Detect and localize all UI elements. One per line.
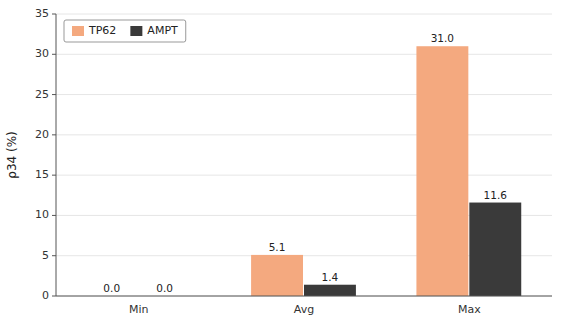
tick-label: 0 [42,289,49,302]
grid-line [56,54,552,55]
data-labels: 0.0 5.1 31.0 0.0 1.4 11.6 [103,32,507,294]
tick-label: Min [129,303,149,316]
tick-label: Max [458,303,481,316]
tick-mark [52,296,56,297]
bar [416,46,468,296]
legend-label: AMPT [147,24,178,37]
data-label: 0.0 [103,282,120,294]
chart-container: 0 5 10 15 20 25 30 35 0.0 5.1 31.0 0.0 1.4 11.6 Min Avg… [0,0,564,326]
legend-label: TP62 [88,24,116,37]
data-label: 11.6 [484,189,508,201]
data-label: 31.0 [431,32,454,44]
legend-swatch [130,26,142,36]
data-label: 0.0 [156,282,173,294]
axis-label: ρ34 (%) [5,131,19,178]
grid-line [56,175,552,176]
bar [304,285,356,296]
tick-mark [52,255,56,256]
x-axis: Min Avg Max [129,303,481,316]
y-axis: 0 5 10 15 20 25 30 35 [35,7,552,302]
tick-label: 10 [35,208,49,221]
tick-mark [52,134,56,135]
bars [251,46,521,296]
bar [251,255,303,296]
tick-mark [52,94,56,95]
grid-line [56,296,552,297]
chart: 0 5 10 15 20 25 30 35 0.0 5.1 31.0 0.0 1.4 11.6 Min Avg… [0,0,564,326]
data-label: 1.4 [322,271,339,283]
tick-mark [52,14,56,15]
legend-box [64,20,186,42]
tick-label: 15 [35,168,49,181]
bar [469,203,521,296]
tick-label: 5 [42,249,49,262]
legend-swatch [72,26,84,36]
tick-mark [52,215,56,216]
tick-label: 30 [35,47,49,60]
grid-line [56,134,552,135]
legend: TP62 AMPT [64,20,186,42]
tick-mark [52,175,56,176]
tick-label: 35 [35,7,49,20]
tick-label: 20 [35,128,49,141]
tick-mark [52,54,56,55]
data-label: 5.1 [269,241,286,253]
x-axis-line [56,296,552,297]
tick-label: Avg [294,303,314,316]
tick-label: 25 [35,88,49,101]
grid-line [56,94,552,95]
y-axis-line [56,14,57,296]
grid-line [56,14,552,15]
